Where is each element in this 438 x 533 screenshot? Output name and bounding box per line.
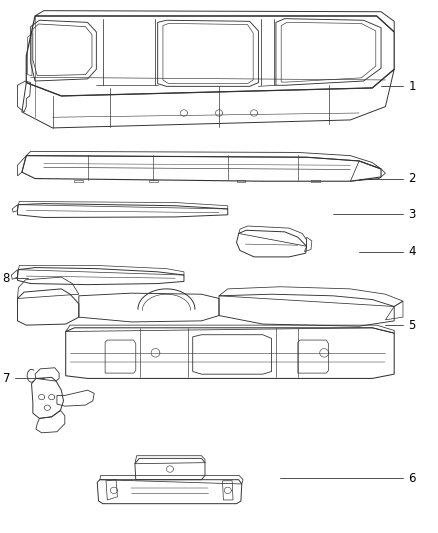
Text: 5: 5 [408, 319, 416, 332]
Text: 8: 8 [3, 272, 10, 285]
Text: 1: 1 [408, 80, 416, 93]
Text: 3: 3 [408, 208, 416, 221]
Text: 4: 4 [408, 245, 416, 258]
Text: 7: 7 [3, 372, 10, 385]
Text: 2: 2 [408, 172, 416, 185]
Text: 6: 6 [408, 472, 416, 484]
